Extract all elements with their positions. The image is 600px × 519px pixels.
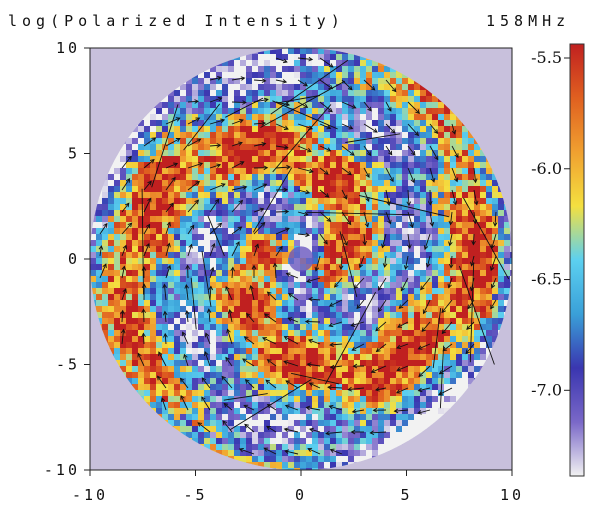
y-axis: -10 -5 0 5 10 xyxy=(44,39,90,479)
x-tick-label: 0 xyxy=(295,486,307,504)
y-tick-label: 10 xyxy=(56,39,80,57)
colorbar-tick-label: -5.5 xyxy=(531,48,562,67)
x-tick-label: 10 xyxy=(500,486,524,504)
colorbar-tick-label: -7.0 xyxy=(531,380,562,399)
colorbar: -5.5 -6.0 -6.5 -7.0 xyxy=(531,43,585,477)
x-axis: -10 -5 0 5 10 xyxy=(72,470,524,504)
colorbar-ticks: -5.5 -6.0 -6.5 -7.0 xyxy=(531,48,570,399)
plot-area xyxy=(89,47,513,471)
colorbar-tick-label: -6.0 xyxy=(531,159,562,178)
y-tick-label: -5 xyxy=(56,356,80,374)
x-tick-label: 5 xyxy=(400,486,412,504)
y-tick-label: -10 xyxy=(44,461,80,479)
x-tick-label: -5 xyxy=(183,486,207,504)
chart-title: log(Polarized Intensity) xyxy=(8,12,345,30)
colorbar-gradient xyxy=(569,43,585,477)
y-tick-label: 0 xyxy=(68,250,80,268)
y-tick-label: 5 xyxy=(68,145,80,163)
x-tick-label: -10 xyxy=(72,486,108,504)
intensity-disk xyxy=(90,48,512,470)
polarization-vectors xyxy=(98,56,510,455)
frequency-label: 158MHz xyxy=(486,12,570,30)
colorbar-tick-label: -6.5 xyxy=(531,270,562,289)
